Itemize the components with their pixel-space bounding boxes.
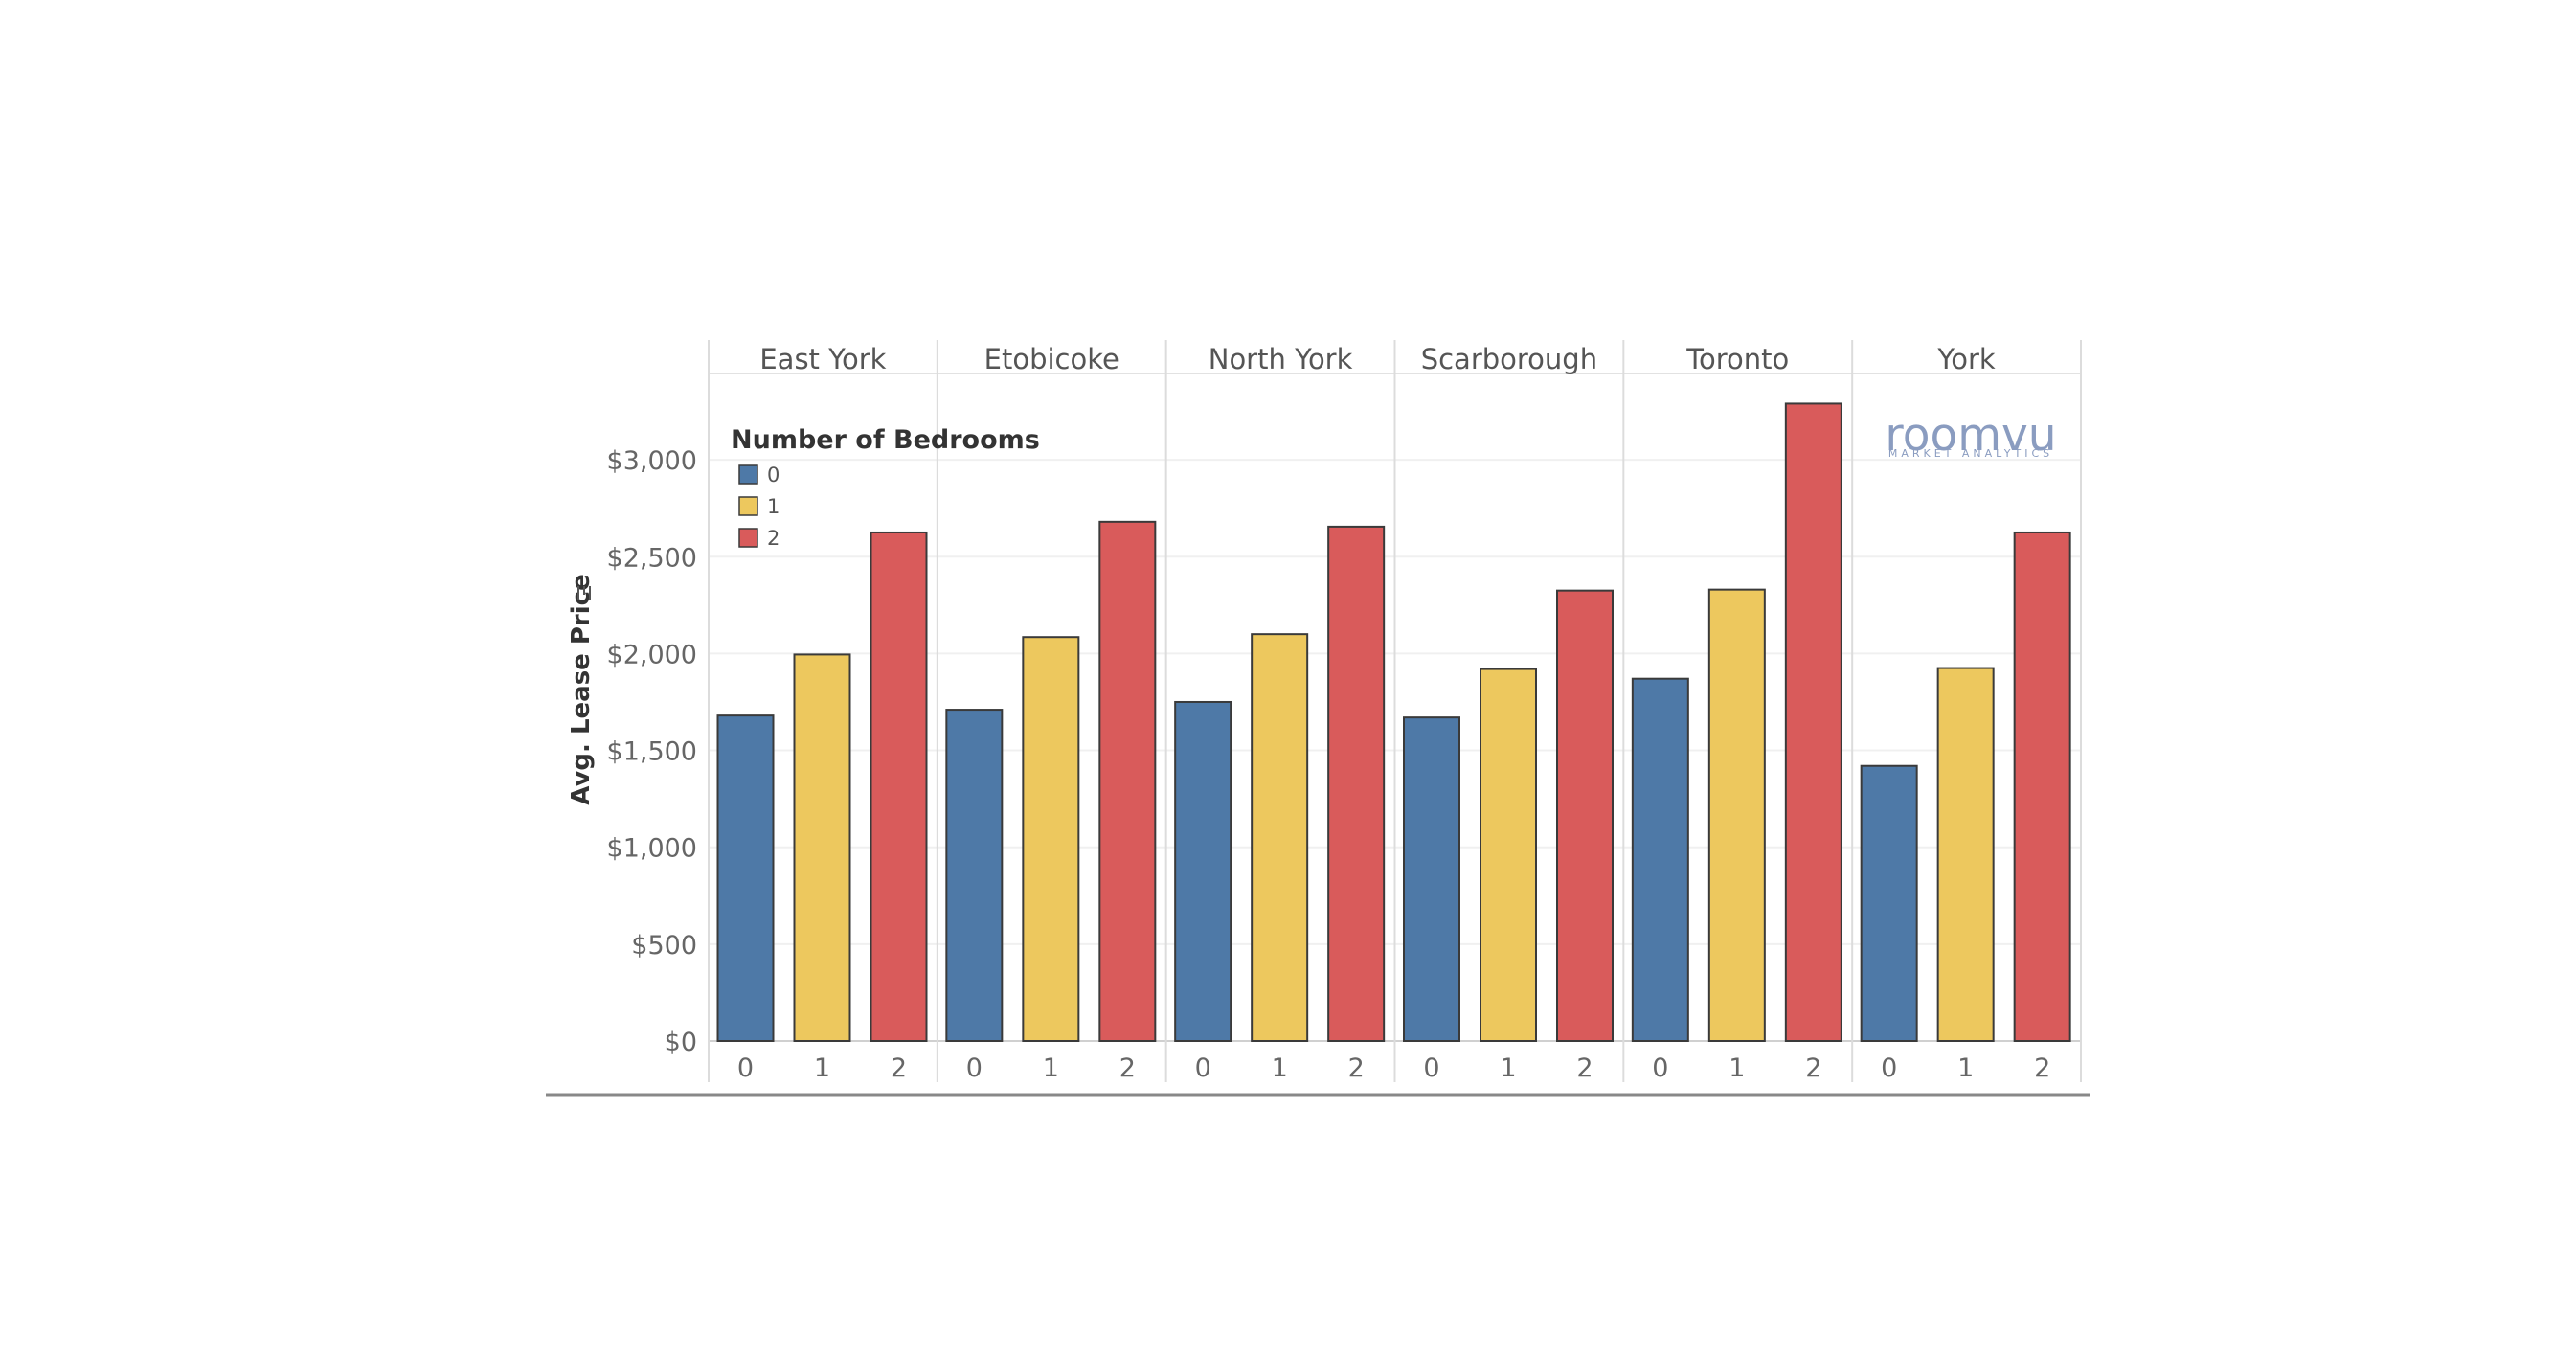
y-tick-label: $0: [665, 1028, 697, 1057]
logo-brand: roomvu: [1885, 409, 2056, 462]
legend-entries: 0 1 2: [738, 464, 780, 550]
panel-label: Etobicoke: [984, 343, 1119, 375]
y-tick-label: $1,000: [607, 834, 697, 864]
logo-tagline: MARKET ANALYTICS: [1888, 447, 2053, 460]
x-tick-labels: 0 1 2 0 1 2 0 1 2 0 1 2 0 1 2 0 1 2: [737, 1053, 2050, 1083]
x-tick-label: 0: [1423, 1053, 1439, 1083]
y-tick-label: $500: [631, 931, 697, 961]
x-tick-label: 1: [1272, 1053, 1288, 1083]
bar[interactable]: [1098, 520, 1157, 1042]
x-tick-label: 2: [891, 1053, 907, 1083]
x-tick-label: 0: [1881, 1053, 1897, 1083]
watermark-logo: roomvu MARKET ANALYTICS: [1885, 409, 2056, 462]
panel-label: North York: [1209, 343, 1353, 375]
x-tick-label: 2: [1576, 1053, 1593, 1083]
x-tick-label: 1: [1957, 1053, 1974, 1083]
x-tick-label: 0: [1195, 1053, 1211, 1083]
legend-swatch: [738, 528, 758, 548]
panel-dividers: [708, 340, 2082, 1082]
bar[interactable]: [716, 714, 775, 1042]
panel-label: Toronto: [1685, 343, 1789, 375]
x-tick-label: 2: [1119, 1053, 1136, 1083]
bar[interactable]: [793, 653, 851, 1042]
legend-swatch: [738, 496, 758, 516]
legend: Number of Bedrooms 0 1 2: [731, 425, 1040, 550]
filter-icon[interactable]: [577, 586, 591, 600]
bar[interactable]: [945, 709, 1004, 1043]
x-tick-label: 0: [1652, 1053, 1668, 1083]
y-tick-label: $2,000: [607, 640, 697, 669]
bar[interactable]: [1784, 402, 1842, 1043]
bar[interactable]: [1327, 525, 1386, 1042]
legend-label: 0: [767, 464, 780, 487]
legend-label: 1: [767, 495, 780, 518]
legend-label: 2: [767, 527, 780, 550]
x-tick-label: 1: [1043, 1053, 1059, 1083]
panel-label: Scarborough: [1421, 343, 1597, 375]
y-tick-labels: $0 $500 $1,000 $1,500 $2,000 $2,500 $3,000: [607, 446, 697, 1057]
x-tick-label: 1: [814, 1053, 830, 1083]
y-tick-label: $3,000: [607, 446, 697, 476]
y-tick-label: $2,500: [607, 543, 697, 573]
x-tick-label: 0: [966, 1053, 983, 1083]
panel-label: York: [1936, 343, 1996, 375]
x-tick-label: 2: [1348, 1053, 1365, 1083]
y-tick-label: $1,500: [607, 737, 697, 767]
panel-labels: East York Etobicoke North York Scarborough T…: [759, 343, 1996, 375]
x-tick-label: 1: [1500, 1053, 1516, 1083]
legend-title: Number of Bedrooms: [731, 425, 1040, 455]
bar[interactable]: [870, 531, 928, 1042]
bar[interactable]: [2013, 531, 2071, 1042]
x-tick-label: 0: [737, 1053, 754, 1083]
bar[interactable]: [1631, 677, 1689, 1042]
bar[interactable]: [1022, 636, 1080, 1043]
bar[interactable]: [1860, 764, 1918, 1042]
bar[interactable]: [1707, 588, 1766, 1042]
panel-label: East York: [759, 343, 886, 375]
bar[interactable]: [1556, 589, 1614, 1043]
legend-swatch: [738, 464, 758, 485]
x-tick-label: 1: [1729, 1053, 1745, 1083]
bar[interactable]: [1174, 700, 1232, 1042]
bar[interactable]: [1403, 716, 1460, 1042]
bar[interactable]: [1251, 633, 1309, 1042]
bar[interactable]: [1936, 667, 1995, 1042]
bar[interactable]: [1480, 668, 1537, 1042]
bars-layer: [716, 402, 2071, 1043]
x-tick-label: 2: [1805, 1053, 1821, 1083]
y-axis-label: Avg. Lease Price: [567, 574, 596, 804]
x-tick-label: 2: [2034, 1053, 2050, 1083]
